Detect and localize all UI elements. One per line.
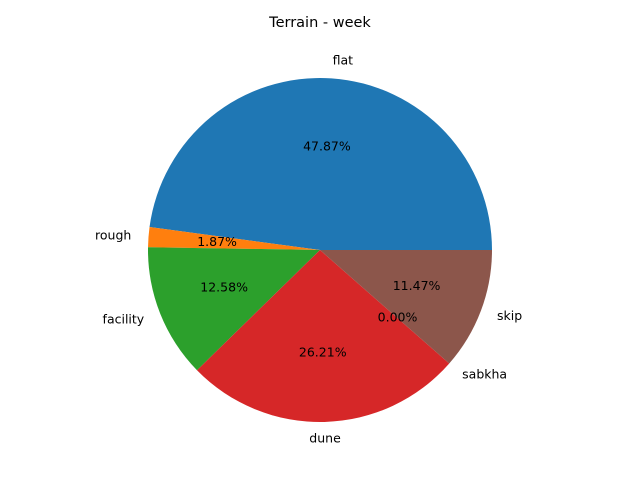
pie-labels: flat 47.87% rough 1.87% facility 12.58% dune 26… <box>95 53 522 446</box>
pie-slices <box>148 77 493 422</box>
slice-rough <box>148 227 320 250</box>
pct-label-dune: 26.21% <box>299 345 347 360</box>
chart-title: Terrain - week <box>268 15 371 31</box>
slice-label-sabkha: sabkha <box>462 366 507 381</box>
slice-label-flat: flat <box>333 53 354 68</box>
pct-label-facility: 12.58% <box>200 280 248 295</box>
slice-flat <box>149 77 493 250</box>
pct-label-sabkha: 0.00% <box>378 310 418 325</box>
slice-label-dune: dune <box>309 431 341 446</box>
slice-dune <box>197 250 450 422</box>
slice-facility <box>148 247 320 371</box>
slice-label-rough: rough <box>95 227 131 242</box>
slice-skip <box>320 250 492 364</box>
pct-label-rough: 1.87% <box>197 234 237 249</box>
slice-label-facility: facility <box>103 311 145 326</box>
pct-label-flat: 47.87% <box>303 139 351 154</box>
pct-label-skip: 11.47% <box>393 278 441 293</box>
slice-label-skip: skip <box>497 308 522 323</box>
